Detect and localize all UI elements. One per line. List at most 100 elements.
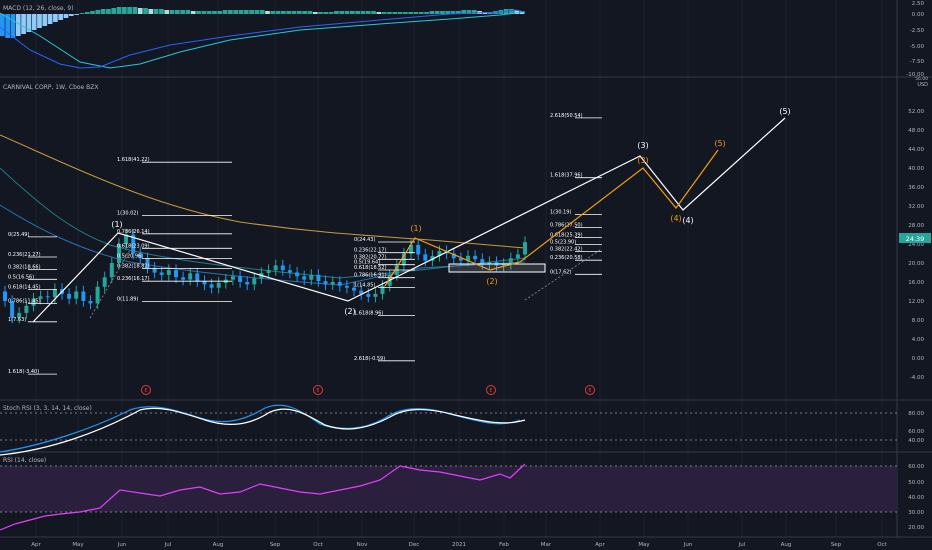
wave-label-4: (4): [682, 216, 693, 225]
macd-histogram-bar: [509, 9, 514, 14]
macd-histogram-bar: [169, 10, 175, 14]
price-axis-top: 56.00: [915, 76, 928, 82]
candle-body: [252, 278, 257, 285]
stoch-axis-label: 80.00: [908, 411, 924, 417]
stoch-axis: 80.00 60.00 40.00: [908, 411, 924, 444]
rsi-band: [0, 466, 897, 512]
fib-level-label: 0(24.43): [354, 237, 375, 243]
macd-histogram-bar: [121, 7, 127, 14]
candle-body: [430, 255, 435, 261]
macd-histogram-bar: [440, 11, 445, 14]
candle-body: [515, 254, 520, 259]
rsi-title: RSI (14, close): [3, 457, 46, 464]
fib-level-label: 1.618(-3.40): [8, 369, 39, 375]
candle-body: [88, 301, 93, 304]
macd-histogram-bar: [318, 12, 323, 14]
time-axis-label: Jul: [164, 542, 172, 548]
earnings-marker[interactable]: [486, 385, 496, 395]
macd-histogram-bar: [360, 11, 366, 14]
rsi-pane[interactable]: RSI (14, close) 60.00 50.00 40.00 30.00 20.0…: [0, 457, 924, 531]
candle-body: [323, 281, 328, 285]
price-axis-label: 40.00: [908, 166, 924, 172]
wave-label-1: (1): [111, 220, 122, 229]
candle-body: [508, 258, 513, 264]
candle-body: [45, 296, 50, 298]
time-axis: Apr May Jun Jul Aug Sep Oct Nov Dec 2021 Feb Mar Apr…: [31, 542, 887, 548]
earnings-marker[interactable]: [585, 385, 595, 395]
wave-label-5: (5): [779, 107, 790, 116]
macd-histogram-bar: [339, 11, 345, 14]
macd-histogram-bar: [387, 12, 392, 14]
candle-body: [145, 258, 150, 268]
macd-histogram-bar: [21, 14, 26, 34]
stoch-pane[interactable]: Stoch RSI (3, 3, 14, 14, close) 80.00 60.…: [0, 404, 924, 456]
macd-histogram-bar: [392, 12, 398, 14]
price-axis-label: 4.00: [912, 337, 925, 343]
orange-wave-label-4: (4): [670, 214, 681, 223]
macd-histogram-bar: [281, 11, 286, 14]
macd-histogram-bar: [42, 14, 48, 26]
candle-body: [67, 293, 72, 299]
candle-body: [109, 263, 114, 278]
time-axis-label: May: [638, 542, 650, 548]
macd-histogram-bar: [249, 10, 254, 14]
macd-histogram-bar: [291, 11, 297, 14]
price-axis-label: -4.00: [910, 375, 925, 381]
candle-body: [102, 277, 107, 287]
time-axis-label: Sep: [831, 542, 842, 548]
time-axis-label: Jul: [738, 542, 746, 548]
macd-histogram-bar: [381, 12, 387, 14]
price-axis-label: 24.00: [908, 242, 924, 248]
candle-body: [287, 270, 292, 273]
candle-body: [74, 291, 79, 299]
macd-histogram-bar: [137, 8, 143, 14]
fibonacci-levels: 0(25.49) 0.236(21.27) 0.382(18.66) 0.5(16.5…: [8, 113, 602, 375]
candle-body: [52, 289, 57, 298]
rsi-line: [0, 463, 526, 531]
macd-signal-line: [0, 11, 526, 69]
macd-histogram-bar: [212, 11, 217, 14]
macd-histogram-bar: [143, 8, 148, 14]
time-axis-label: Oct: [313, 542, 323, 548]
candle-body: [359, 290, 364, 294]
macd-histogram-bar: [233, 10, 239, 14]
macd-histogram-bar: [185, 10, 191, 14]
macd-histogram-bar: [74, 14, 79, 15]
orange-wave-label-2: (2): [486, 277, 497, 286]
fib-level-label: 1(7.63): [8, 317, 26, 323]
candle-body: [316, 274, 321, 282]
fib-level-label: 0.5(19.64): [354, 260, 380, 266]
macd-histogram-bar: [408, 12, 414, 14]
orange-wave-label-1: (1): [410, 224, 421, 233]
macd-pane[interactable]: MACD (12, 26, close, 9) 2.50 0.00 -2.50 -5.…: [0, 1, 924, 78]
price-axis-label: 8.00: [912, 318, 925, 324]
time-axis-label: Nov: [357, 542, 368, 548]
orange-wave-label-5: (5): [714, 139, 725, 148]
macd-histogram-bar: [31, 14, 37, 30]
candle-body: [10, 301, 15, 318]
macd-histogram-bar: [106, 9, 111, 14]
earnings-marker-label: E: [144, 388, 147, 394]
fib-level-label: 1(30.02): [117, 210, 138, 216]
macd-histogram-bar: [228, 10, 233, 14]
time-axis-label: Sep: [270, 542, 281, 548]
fib-level-label: 0.786(16.91): [354, 273, 387, 279]
macd-histogram-bar: [15, 14, 21, 36]
macd-title: MACD (12, 26, close, 9): [3, 5, 74, 12]
stoch-title: Stoch RSI (3, 3, 14, 14, close): [3, 405, 92, 412]
macd-histogram-bar: [265, 11, 270, 14]
fib-level-label: 0.5(16.56): [8, 274, 34, 280]
time-axis-label: Jun: [683, 542, 693, 548]
fib-level-label: 1.618(41.22): [117, 157, 150, 163]
macd-histogram-bar: [418, 12, 424, 14]
earnings-marker[interactable]: [141, 385, 151, 395]
fib-level-label: 0.618(25.39): [550, 232, 583, 238]
macd-histogram-bar: [68, 14, 74, 16]
earnings-marker[interactable]: [313, 385, 323, 395]
candle-body: [17, 312, 22, 318]
stoch-axis-label: 40.00: [908, 438, 924, 444]
macd-histogram-bar: [63, 14, 69, 18]
